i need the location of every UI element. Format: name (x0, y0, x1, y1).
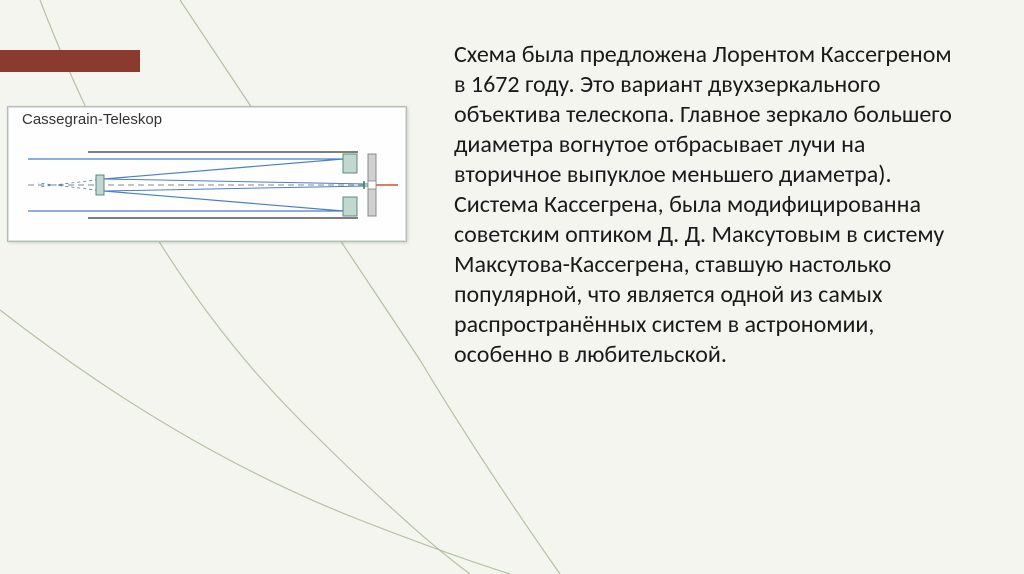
accent-bar (0, 50, 140, 72)
body-paragraph: Схема была предложена Лорентом Кассегрен… (454, 40, 954, 370)
diagram-title: Cassegrain-Teleskop (22, 111, 162, 128)
telescope-diagram: Cassegrain-Teleskop (7, 106, 407, 242)
body-text-block: Схема была предложена Лорентом Кассегрен… (454, 40, 954, 370)
cassegrain-schematic (28, 137, 398, 233)
